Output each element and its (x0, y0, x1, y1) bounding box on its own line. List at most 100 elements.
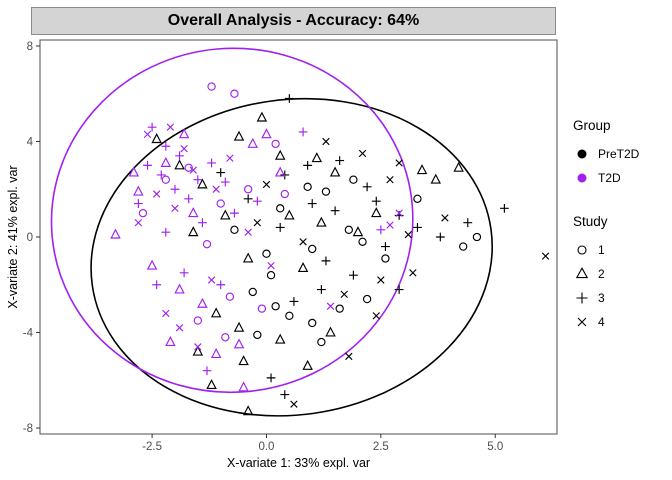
data-point (242, 405, 254, 416)
data-point (230, 225, 239, 235)
data-point (290, 400, 298, 408)
data-point (335, 156, 345, 165)
data-point (274, 149, 286, 160)
data-point (321, 187, 331, 196)
data-point (128, 166, 140, 177)
data-point (345, 352, 353, 361)
y-tick-label: 4 (27, 136, 34, 148)
data-point (307, 199, 317, 208)
data-point (271, 302, 280, 311)
data-point (326, 302, 335, 310)
data-point (376, 225, 386, 235)
legend-label-study-4: 4 (598, 315, 605, 329)
legend-group-title: Group (573, 118, 611, 133)
y-axis-label: X-variate 2: 41% expl. var (6, 165, 20, 309)
data-point (459, 242, 468, 251)
data-point (180, 144, 188, 153)
data-point (280, 170, 290, 180)
data-point (184, 194, 194, 204)
data-point (134, 218, 143, 227)
data-point (377, 276, 385, 284)
y-tick-label: -8 (23, 423, 33, 435)
data-point (170, 184, 180, 194)
data-point (256, 111, 268, 122)
data-point (274, 333, 286, 344)
data-point (197, 297, 208, 308)
data-point (262, 180, 271, 189)
data-point (243, 194, 253, 204)
data-point (261, 128, 272, 139)
t2d-dot-icon (577, 173, 587, 183)
data-point (216, 168, 226, 177)
circle-shape-icon (577, 245, 587, 255)
data-point (362, 294, 372, 304)
data-point (247, 137, 258, 148)
data-point (435, 232, 445, 242)
data-point (284, 94, 294, 103)
legend-item-study-2: 2 (573, 262, 639, 286)
data-point (308, 244, 317, 254)
data-point (463, 218, 473, 228)
data-point (404, 230, 413, 239)
data-point (207, 276, 216, 284)
data-point (453, 161, 464, 172)
data-point (284, 209, 295, 220)
data-point (143, 160, 152, 170)
x-shape-icon (577, 317, 587, 327)
legend-label-study-2: 2 (598, 267, 605, 281)
data-point (238, 355, 249, 366)
data-point (188, 207, 199, 218)
data-point (243, 185, 253, 194)
data-point (192, 345, 204, 356)
plus-shape-icon (576, 292, 588, 304)
data-point (193, 175, 203, 185)
data-point (174, 283, 185, 294)
data-point (202, 239, 212, 249)
data-point (335, 304, 344, 313)
data-point (430, 173, 442, 184)
data-point (285, 311, 294, 320)
data-point (299, 238, 307, 246)
legend: Group PreT2D T2D Study 1 (573, 118, 639, 334)
data-point (184, 163, 193, 172)
data-point (248, 287, 257, 297)
data-point (178, 128, 190, 139)
legend-item-study-4: 4 (573, 310, 639, 334)
x-tick-label: 0.0 (258, 441, 274, 453)
data-point (386, 221, 394, 229)
data-point (194, 343, 202, 351)
data-point (197, 178, 208, 189)
data-point (386, 175, 394, 184)
data-point (371, 207, 382, 218)
data-point (198, 218, 207, 228)
data-point (280, 390, 290, 399)
data-point (311, 152, 323, 163)
data-point (329, 166, 341, 177)
legend-item-pret2d: PreT2D (573, 142, 639, 166)
data-point (252, 196, 262, 206)
data-point (349, 175, 358, 184)
pret2d-dot-icon (577, 149, 587, 159)
plot-title-strip: Overall Analysis - Accuracy: 64% (31, 7, 556, 35)
legend-item-t2d: T2D (573, 166, 639, 190)
data-point (381, 242, 390, 251)
data-point (202, 366, 212, 376)
data-point (316, 216, 327, 227)
data-point (210, 347, 222, 358)
data-point (151, 133, 162, 144)
data-point (175, 151, 184, 161)
data-point (413, 194, 422, 203)
plot-panel (39, 39, 558, 435)
data-point (409, 269, 417, 277)
data-point (238, 381, 249, 392)
data-point (297, 262, 309, 273)
data-point (253, 218, 262, 227)
data-point (330, 206, 340, 216)
triangle-shape-icon (575, 267, 589, 279)
data-point (381, 254, 390, 263)
legend-label-t2d: T2D (598, 171, 621, 185)
data-point (207, 158, 216, 168)
data-point (340, 290, 348, 299)
data-point (395, 159, 403, 167)
